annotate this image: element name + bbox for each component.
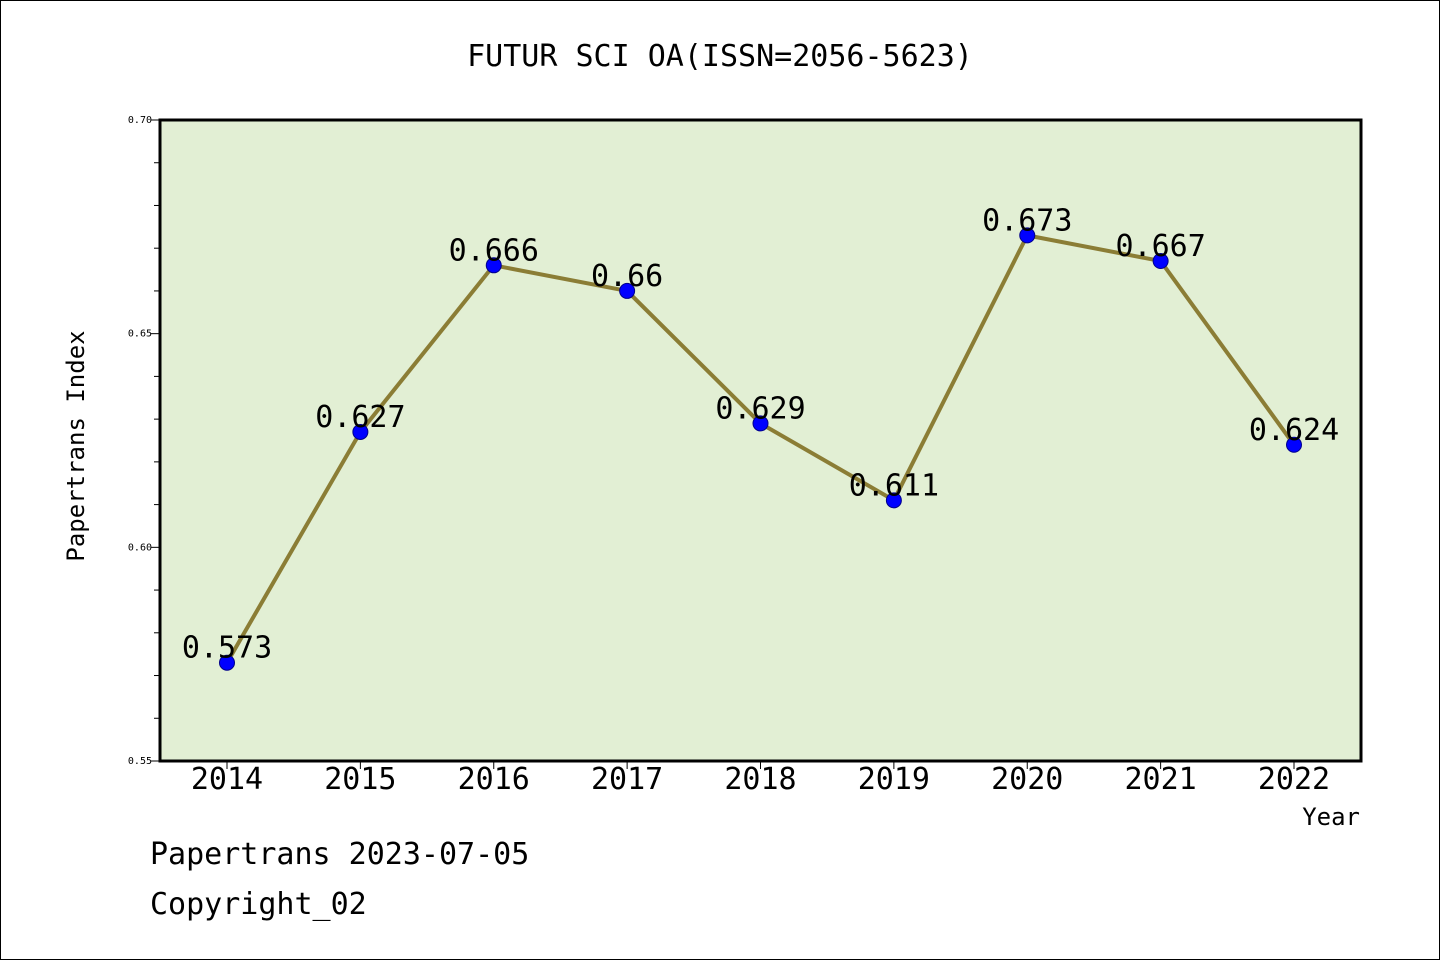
- y-axis-label: Papertrans Index: [62, 330, 90, 561]
- data-label: 0.573: [182, 631, 272, 666]
- y-tick-label: 0.60: [128, 542, 152, 553]
- y-axis: 0.55 0.60 0.65 0.70: [128, 115, 160, 767]
- x-tick-label: 2020: [991, 762, 1063, 797]
- data-label: 0.627: [315, 400, 405, 435]
- x-tick-label: 2021: [1125, 762, 1197, 797]
- data-point: [885, 492, 902, 509]
- marker-group: [219, 227, 1302, 671]
- footer-date: Papertrans 2023-07-05: [150, 837, 529, 872]
- data-point: [752, 415, 769, 432]
- x-tick-label: 2017: [591, 762, 663, 797]
- chart-title: FUTUR SCI OA(ISSN=2056-5623): [467, 39, 973, 74]
- data-label: 0.624: [1249, 413, 1339, 448]
- x-tick-label: 2014: [191, 762, 263, 797]
- x-tick-label: 2019: [858, 762, 930, 797]
- data-point: [485, 257, 502, 274]
- y-tick-label: 0.65: [128, 329, 152, 340]
- data-label: 0.673: [982, 203, 1072, 238]
- data-point: [352, 423, 369, 440]
- data-label: 0.667: [1115, 229, 1205, 264]
- y-tick-label: 0.70: [128, 115, 152, 126]
- x-axis: 2014 2015 2016 2017 2018 2019 2020 2021 2022: [191, 761, 1330, 797]
- x-tick-label: 2018: [724, 762, 796, 797]
- data-label: 0.629: [715, 391, 805, 426]
- plot-area: [158, 118, 1363, 763]
- data-point: [219, 654, 235, 671]
- x-tick-label: 2015: [324, 762, 396, 797]
- x-axis-label: Year: [1302, 803, 1360, 831]
- data-label: 0.666: [449, 233, 539, 268]
- data-point: [1286, 436, 1302, 453]
- data-label: 0.611: [849, 468, 939, 503]
- data-point: [1019, 227, 1036, 244]
- data-label: 0.66: [591, 259, 663, 294]
- y-tick-label: 0.55: [128, 756, 152, 767]
- x-tick-label: 2016: [458, 762, 530, 797]
- data-point: [1152, 253, 1169, 270]
- data-label-group: 0.573 0.627 0.666 0.66 0.629 0.611 0.673 0.667 0…: [182, 203, 1339, 665]
- footer-copyright: Copyright_02: [150, 887, 367, 922]
- x-tick-label: 2022: [1258, 762, 1330, 797]
- data-point: [619, 282, 636, 299]
